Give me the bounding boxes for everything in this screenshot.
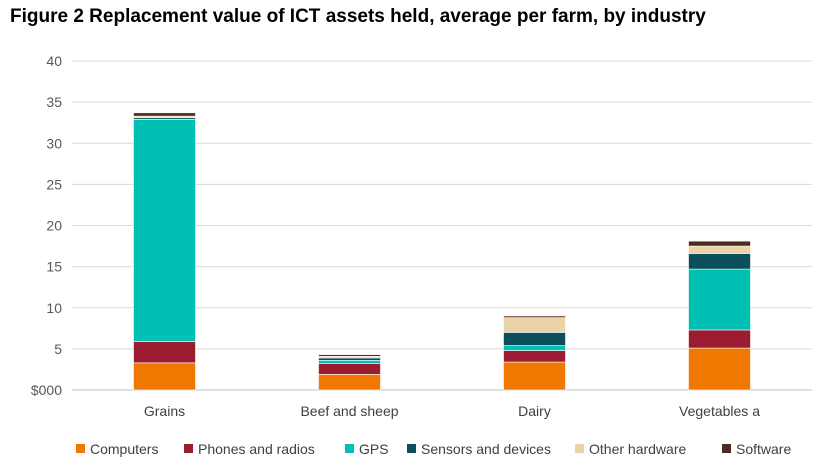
x-category-label: Vegetables a — [679, 403, 760, 419]
bar-segment — [688, 268, 751, 331]
x-axis-categories: Grains Beef and sheep Dairy Vegetables a — [144, 403, 760, 419]
x-category-label: Beef and sheep — [300, 403, 398, 419]
x-category-label: Dairy — [518, 403, 551, 419]
legend-label: Phones and radios — [198, 441, 315, 457]
bar-segment — [318, 354, 381, 357]
y-tick-label: 15 — [46, 259, 62, 275]
y-tick-label: $000 — [31, 382, 62, 398]
bar-segment — [688, 347, 751, 391]
legend-swatch — [76, 444, 85, 453]
bar-segment — [133, 119, 196, 342]
bar-segment — [133, 112, 196, 117]
bar-segment — [318, 363, 381, 375]
bar-segment — [503, 315, 566, 318]
bar-segment — [503, 350, 566, 363]
y-axis-ticks: $000 5 10 15 20 25 30 35 40 — [31, 53, 62, 398]
legend-swatch — [407, 444, 416, 453]
x-category-label: Grains — [144, 403, 185, 419]
bar-segment — [503, 332, 566, 346]
bar-segment — [318, 360, 381, 364]
legend-label: GPS — [359, 441, 389, 457]
bar-segment — [688, 240, 751, 247]
legend-label: Software — [736, 441, 791, 457]
legend-swatch — [575, 444, 584, 453]
y-tick-label: 35 — [46, 94, 62, 110]
y-tick-label: 5 — [54, 341, 62, 357]
y-tick-label: 25 — [46, 176, 62, 192]
y-tick-label: 20 — [46, 218, 62, 234]
legend-label: Computers — [90, 441, 158, 457]
legend-swatch — [345, 444, 354, 453]
bar-segment — [503, 317, 566, 333]
bar-segment — [133, 341, 196, 364]
bar-segment — [688, 329, 751, 349]
bar-segment — [318, 374, 381, 391]
bar-segment — [318, 357, 381, 361]
bar-segment — [503, 361, 566, 391]
bar-segment — [133, 362, 196, 391]
y-tick-label: 10 — [46, 300, 62, 316]
bars — [133, 112, 751, 391]
legend-swatch — [722, 444, 731, 453]
legend: Computers Phones and radios GPS Sensors and… — [76, 441, 791, 457]
y-tick-label: 40 — [46, 53, 62, 69]
bar-segment — [688, 245, 751, 254]
y-tick-label: 30 — [46, 135, 62, 151]
legend-label: Sensors and devices — [421, 441, 551, 457]
legend-swatch — [184, 444, 193, 453]
legend-label: Other hardware — [589, 441, 686, 457]
bar-segment — [688, 253, 751, 270]
chart-title: Figure 2 Replacement value of ICT assets… — [10, 6, 706, 27]
bar-segment — [503, 345, 566, 351]
